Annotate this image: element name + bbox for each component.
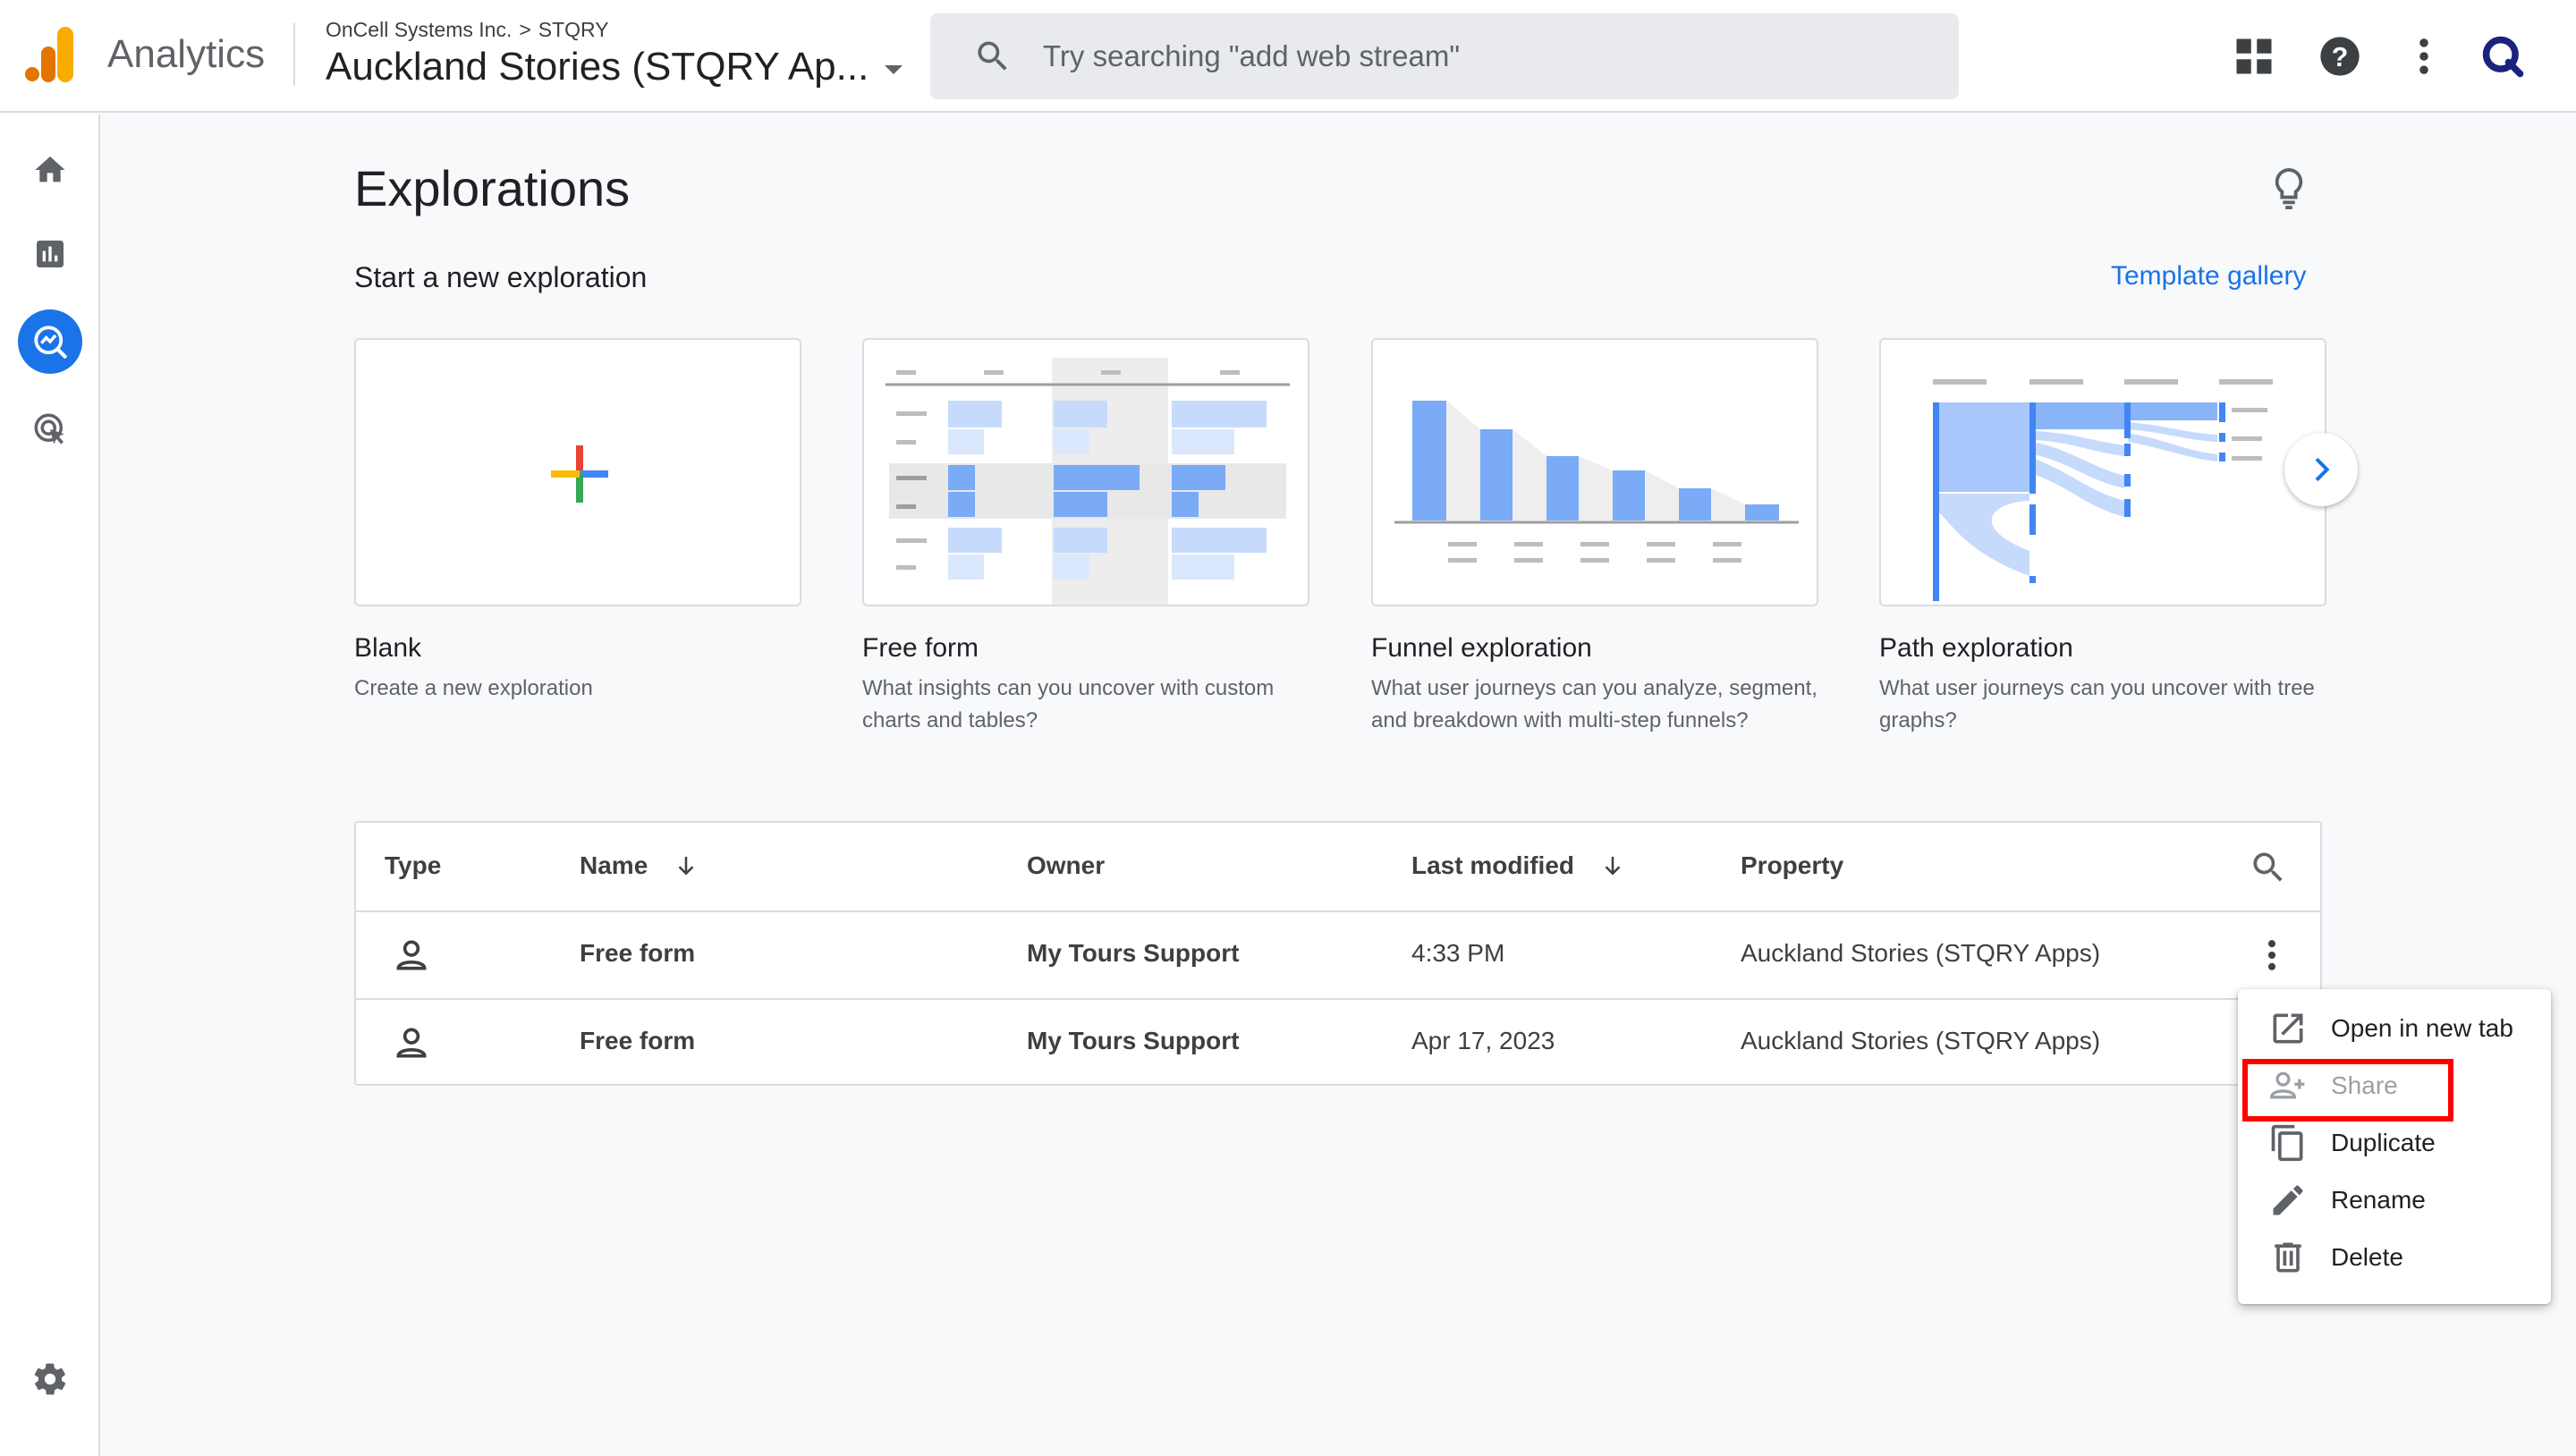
- person-icon: [396, 940, 427, 970]
- svg-text:?: ?: [2332, 43, 2349, 72]
- row-property: Auckland Stories (STQRY Apps): [1741, 1027, 2101, 1054]
- row-owner: My Tours Support: [1027, 1027, 1240, 1054]
- breadcrumb-separator: >: [519, 18, 531, 41]
- sort-arrow-down-icon: [1605, 857, 1621, 876]
- lightbulb-icon[interactable]: [2268, 166, 2309, 211]
- property-selector[interactable]: Auckland Stories (STQRY Ap...: [326, 45, 903, 89]
- menu-item-delete[interactable]: Delete: [2238, 1229, 2551, 1286]
- column-property: Property: [1741, 851, 1844, 879]
- table-row[interactable]: Free form My Tours Support Apr 17, 2023 …: [356, 1000, 2320, 1088]
- carousel-next-button[interactable]: [2284, 433, 2358, 506]
- advertising-icon: [34, 413, 64, 444]
- row-property: Auckland Stories (STQRY Apps): [1741, 939, 2101, 967]
- funnel-illustration: [1394, 401, 1799, 563]
- open-in-new-icon: [2273, 1013, 2303, 1044]
- template-title: Funnel exploration: [1371, 633, 1592, 663]
- account-avatar-icon[interactable]: [2479, 33, 2526, 80]
- row-name[interactable]: Free form: [580, 1027, 696, 1054]
- template-description: What insights can you uncover with custo…: [862, 676, 1275, 732]
- explorations-table: Type Name Owner Last modified Property F…: [354, 821, 2322, 1086]
- reports-icon: [37, 241, 64, 267]
- template-card-free-form[interactable]: [862, 338, 1309, 606]
- nav-home[interactable]: [18, 138, 82, 202]
- search-bar[interactable]: [930, 13, 1959, 99]
- header-divider: [293, 23, 295, 86]
- menu-item-rename[interactable]: Rename: [2238, 1172, 2551, 1229]
- table-search-icon[interactable]: [2249, 848, 2288, 887]
- menu-item-duplicate[interactable]: Duplicate: [2238, 1114, 2551, 1172]
- nav-explore[interactable]: [18, 309, 82, 374]
- settings-icon: [34, 1363, 66, 1395]
- more-vert-icon[interactable]: [2401, 33, 2447, 80]
- row-last-modified: 4:33 PM: [1411, 939, 1505, 967]
- template-card-funnel[interactable]: [1371, 338, 1818, 606]
- sort-arrow-down-icon: [678, 857, 694, 876]
- template-gallery-link[interactable]: Template gallery: [2111, 261, 2307, 291]
- menu-item-share[interactable]: Share: [2238, 1057, 2551, 1114]
- template-description: What user journeys can you analyze, segm…: [1371, 676, 1818, 732]
- property-title: Auckland Stories (STQRY Ap...: [326, 45, 869, 89]
- edit-pencil-icon: [2273, 1185, 2303, 1215]
- column-type: Type: [385, 851, 442, 879]
- analytics-logo-icon[interactable]: [25, 27, 75, 82]
- row-last-modified: Apr 17, 2023: [1411, 1027, 1555, 1054]
- explore-icon: [34, 326, 67, 359]
- column-last-modified[interactable]: Last modified: [1411, 851, 1626, 880]
- breadcrumb-property[interactable]: STQRY: [538, 18, 609, 41]
- template-description: Create a new exploration: [354, 676, 593, 700]
- person-icon: [396, 1028, 427, 1058]
- share-highlight-box: [2242, 1059, 2453, 1122]
- product-name: Analytics: [107, 32, 266, 76]
- search-icon: [978, 41, 1007, 71]
- left-navigation: [0, 114, 100, 1456]
- page-title: Explorations: [354, 160, 631, 216]
- column-owner: Owner: [1027, 851, 1106, 879]
- person-add-icon: [2270, 1071, 2305, 1099]
- template-description: What user journeys can you uncover with …: [1879, 676, 2315, 732]
- breadcrumb[interactable]: OnCell Systems Inc. > STQRY: [326, 18, 609, 42]
- row-name[interactable]: Free form: [580, 939, 696, 967]
- template-card-path[interactable]: [1879, 338, 2326, 606]
- help-icon[interactable]: ?: [2317, 33, 2363, 80]
- home-icon: [35, 157, 65, 182]
- chevron-right-icon: [2315, 457, 2330, 482]
- row-context-menu: Open in new tab Share Duplicate Rename D…: [2238, 989, 2551, 1304]
- free-form-illustration: [886, 358, 1290, 605]
- trash-icon: [2275, 1242, 2301, 1273]
- table-header: Type Name Owner Last modified Property: [356, 823, 2320, 912]
- breadcrumb-account[interactable]: OnCell Systems Inc.: [326, 18, 513, 41]
- column-name[interactable]: Name: [580, 851, 699, 880]
- row-more-vert-icon[interactable]: [2252, 935, 2292, 975]
- template-title: Free form: [862, 633, 979, 663]
- dropdown-caret-icon: [885, 65, 903, 74]
- menu-item-open-new-tab[interactable]: Open in new tab: [2238, 1000, 2551, 1057]
- search-input[interactable]: [1043, 39, 1848, 73]
- template-card-blank[interactable]: [354, 338, 801, 606]
- template-title: Path exploration: [1879, 633, 2073, 663]
- template-title: Blank: [354, 633, 422, 663]
- plus-icon: [551, 445, 608, 503]
- copy-icon: [2271, 1124, 2303, 1162]
- apps-grid-icon[interactable]: [2231, 33, 2277, 80]
- nav-reports[interactable]: [18, 222, 82, 286]
- table-row[interactable]: Free form My Tours Support 4:33 PM Auckl…: [356, 912, 2320, 1000]
- row-owner: My Tours Support: [1027, 939, 1240, 967]
- nav-settings[interactable]: [18, 1347, 82, 1411]
- path-illustration: [1933, 379, 2273, 601]
- top-app-bar: Analytics OnCell Systems Inc. > STQRY Au…: [0, 0, 2576, 113]
- nav-advertising[interactable]: [18, 397, 82, 461]
- section-title: Start a new exploration: [354, 261, 648, 293]
